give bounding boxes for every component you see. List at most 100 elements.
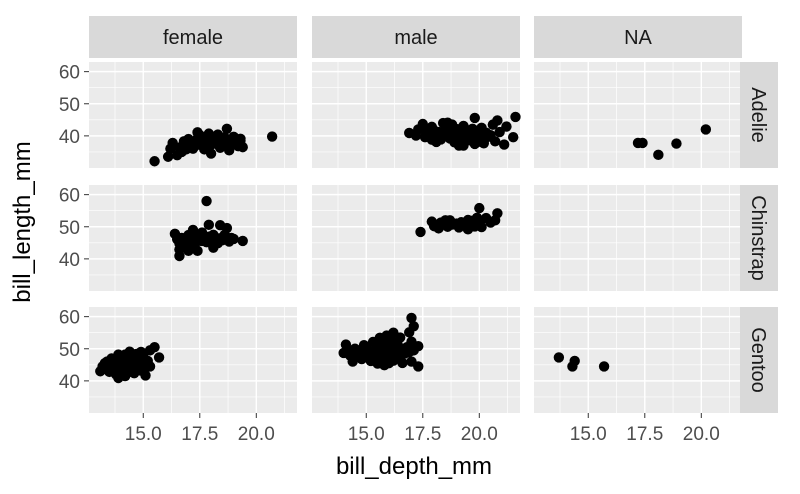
data-point-na-adelie xyxy=(671,138,682,149)
strip-male xyxy=(312,16,520,58)
data-point-male-adelie xyxy=(489,136,501,147)
data-point-female-adelie xyxy=(178,136,190,147)
data-point-female-gentoo xyxy=(149,341,160,353)
data-point-female-chinstrap xyxy=(226,232,237,244)
x-tick-label: 15.0 xyxy=(348,424,385,445)
strip-label-adelie: Adelie xyxy=(747,87,769,143)
data-point-female-gentoo xyxy=(113,349,124,360)
y-tick-label: 60 xyxy=(59,308,80,329)
data-point-female-adelie xyxy=(212,129,224,140)
x-tick-label: 15.0 xyxy=(570,424,607,445)
data-point-na-gentoo xyxy=(553,352,565,363)
data-point-female-chinstrap xyxy=(203,219,215,231)
data-point-female-chinstrap xyxy=(192,245,203,257)
data-point-na-gentoo xyxy=(598,361,610,372)
data-point-male-gentoo xyxy=(397,357,408,369)
data-point-female-adelie xyxy=(223,145,235,156)
y-axis-title: bill_length_mm xyxy=(9,141,36,302)
data-point-male-adelie xyxy=(474,136,485,147)
data-point-female-gentoo xyxy=(153,352,165,363)
data-point-female-chinstrap xyxy=(221,222,233,234)
data-point-female-chinstrap xyxy=(174,250,185,262)
strip-label-chinstrap: Chinstrap xyxy=(747,195,769,281)
y-tick-label: 40 xyxy=(59,127,80,148)
strip-label-male: male xyxy=(394,27,437,49)
data-point-female-adelie xyxy=(205,148,217,159)
data-point-male-adelie xyxy=(510,111,521,123)
x-tick-label: 17.5 xyxy=(404,424,441,445)
data-point-female-chinstrap xyxy=(237,235,248,247)
x-tick-label: 17.5 xyxy=(181,424,218,445)
y-tick-label: 60 xyxy=(59,186,80,207)
panel-background-na-gentoo xyxy=(534,307,742,413)
y-tick-label: 40 xyxy=(59,372,80,393)
data-point-na-adelie xyxy=(653,149,664,161)
data-point-male-adelie xyxy=(428,125,440,136)
data-point-male-adelie xyxy=(508,131,519,143)
x-tick-label: 20.0 xyxy=(461,424,498,445)
data-point-male-chinstrap xyxy=(492,208,503,219)
data-point-female-adelie xyxy=(162,151,174,162)
data-point-male-adelie xyxy=(458,140,469,151)
x-tick-label: 15.0 xyxy=(125,424,162,445)
data-point-female-chinstrap xyxy=(201,195,212,207)
strip-na xyxy=(534,16,742,58)
panel-background-na-adelie xyxy=(534,62,742,168)
strip-label-female: female xyxy=(163,27,223,49)
data-point-na-gentoo xyxy=(569,355,580,367)
data-point-female-gentoo xyxy=(119,370,131,382)
data-point-female-adelie xyxy=(167,137,178,149)
strip-label-gentoo: Gentoo xyxy=(747,327,769,393)
panel-background-male-chinstrap xyxy=(312,185,520,291)
y-tick-label: 60 xyxy=(59,63,80,84)
strip-gentoo xyxy=(740,307,778,413)
data-point-na-adelie xyxy=(700,124,712,135)
data-point-male-adelie xyxy=(426,134,438,145)
data-point-na-adelie xyxy=(637,137,648,149)
strip-label-na: NA xyxy=(624,27,652,49)
data-point-female-adelie xyxy=(235,135,246,146)
data-point-male-gentoo xyxy=(379,359,390,371)
data-point-female-gentoo xyxy=(129,359,140,371)
strip-female xyxy=(89,16,297,58)
data-point-female-chinstrap xyxy=(187,224,199,236)
data-point-female-adelie xyxy=(192,127,203,138)
data-point-female-adelie xyxy=(203,128,215,139)
data-point-female-adelie xyxy=(221,123,233,135)
data-point-female-adelie xyxy=(187,143,199,154)
panel-background-male-adelie xyxy=(312,62,520,168)
y-tick-label: 50 xyxy=(59,340,80,361)
x-tick-label: 20.0 xyxy=(683,424,720,445)
strip-chinstrap xyxy=(740,185,778,291)
data-point-male-chinstrap xyxy=(458,219,469,231)
data-point-male-chinstrap xyxy=(415,226,426,238)
x-tick-label: 20.0 xyxy=(238,424,275,445)
panel-background-na-chinstrap xyxy=(534,185,742,291)
data-point-male-adelie xyxy=(417,118,428,130)
data-point-male-adelie xyxy=(469,112,480,124)
data-point-male-gentoo xyxy=(406,312,417,324)
data-point-female-adelie xyxy=(214,142,226,153)
data-point-male-adelie xyxy=(435,134,447,145)
data-point-male-gentoo xyxy=(394,332,406,343)
x-axis-title: bill_depth_mm xyxy=(336,453,492,480)
data-point-female-adelie xyxy=(266,131,278,142)
y-tick-label: 50 xyxy=(59,218,80,239)
data-point-male-chinstrap xyxy=(440,215,451,226)
data-point-female-chinstrap xyxy=(208,229,219,240)
data-point-male-chinstrap xyxy=(474,202,485,214)
data-point-male-adelie xyxy=(446,119,458,130)
x-tick-label: 17.5 xyxy=(626,424,663,445)
y-tick-label: 40 xyxy=(59,250,80,271)
data-point-male-gentoo xyxy=(413,340,424,352)
data-point-female-adelie xyxy=(149,156,160,167)
data-point-male-chinstrap xyxy=(476,221,487,233)
data-point-male-adelie xyxy=(492,115,503,126)
data-point-female-gentoo xyxy=(138,364,149,375)
strip-adelie xyxy=(740,62,778,168)
data-point-male-adelie xyxy=(498,139,510,150)
plot-area: female male NA Adelie Chinstrap Gentoo 40 50 60 4… xyxy=(59,16,778,445)
data-point-male-gentoo xyxy=(347,356,358,367)
data-point-male-adelie xyxy=(501,121,512,132)
